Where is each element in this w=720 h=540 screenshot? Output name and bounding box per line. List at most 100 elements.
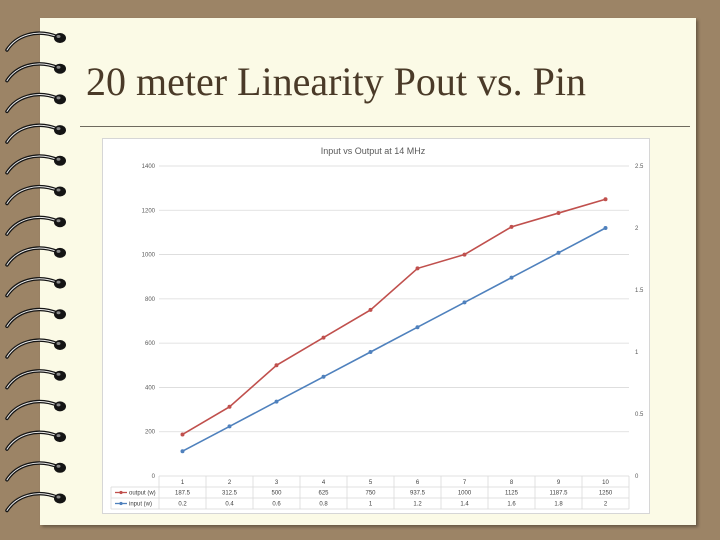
table-cell: 0.6 bbox=[272, 502, 281, 508]
binding-hole bbox=[54, 432, 66, 443]
binding-coil-highlight bbox=[6, 155, 59, 174]
left-axis-ticks: 0 200 400 600 800 1000 1200 1400 bbox=[142, 164, 156, 480]
data-point bbox=[368, 307, 373, 312]
series-lines bbox=[180, 197, 608, 454]
table-cell: 1 bbox=[369, 502, 373, 508]
x-tick-label: 9 bbox=[557, 480, 561, 486]
binding-hole-shine bbox=[56, 188, 61, 192]
y-right-tick-label: 0 bbox=[635, 474, 639, 480]
x-tick-label: 3 bbox=[275, 480, 279, 486]
binding-hole-shine bbox=[56, 157, 61, 161]
legend-label: output (w) bbox=[129, 491, 156, 497]
data-point bbox=[180, 432, 185, 437]
table-cell: 625 bbox=[318, 491, 329, 497]
data-point bbox=[603, 197, 608, 202]
data-point bbox=[227, 404, 232, 409]
binding-hole-shine bbox=[56, 403, 61, 407]
binding-coil-highlight bbox=[6, 32, 59, 51]
y-left-tick-label: 1200 bbox=[142, 208, 156, 214]
table-cell: 0.4 bbox=[225, 502, 234, 508]
table-cell: 0.8 bbox=[319, 502, 328, 508]
binding-hole-shine bbox=[56, 434, 61, 438]
data-point bbox=[274, 363, 279, 368]
binding-coil-highlight bbox=[6, 462, 59, 481]
table-cell: 1.2 bbox=[413, 502, 422, 508]
line-chart: Input vs Output at 14 MHz 0 200 400 600 800 1… bbox=[110, 146, 644, 510]
x-tick-label: 4 bbox=[322, 480, 326, 486]
data-point bbox=[415, 325, 420, 330]
data-point bbox=[556, 250, 561, 255]
binding-coil-highlight bbox=[6, 278, 59, 297]
binding-hole bbox=[54, 462, 66, 473]
binding-coil-highlight bbox=[6, 401, 59, 419]
binding-hole bbox=[54, 63, 66, 74]
legend-key-marker bbox=[119, 501, 123, 506]
table-cell: 937.5 bbox=[410, 491, 426, 497]
binding-hole bbox=[54, 401, 66, 412]
binding-hole bbox=[54, 370, 66, 381]
output-series-line bbox=[182, 198, 606, 436]
binding-hole-shine bbox=[56, 35, 61, 38]
binding-hole bbox=[54, 33, 66, 43]
data-point bbox=[603, 226, 608, 230]
binding-coil-highlight bbox=[6, 124, 59, 143]
binding-hole bbox=[54, 155, 66, 166]
legend-key-marker bbox=[119, 490, 123, 495]
table-cell: 187.5 bbox=[175, 491, 191, 497]
y-left-tick-label: 1400 bbox=[142, 164, 156, 170]
binding-hole bbox=[54, 94, 66, 105]
table-cell: 1187.5 bbox=[550, 491, 569, 497]
chart-frame: Input vs Output at 14 MHz 0 200 400 600 800 1… bbox=[102, 138, 650, 514]
y-left-tick-label: 400 bbox=[145, 385, 156, 391]
data-point bbox=[227, 424, 232, 429]
x-tick-label: 7 bbox=[463, 480, 467, 486]
y-right-tick-label: 2.5 bbox=[635, 164, 644, 170]
binding-hole-shine bbox=[56, 280, 61, 284]
y-right-tick-label: 1 bbox=[635, 350, 639, 356]
y-left-tick-label: 200 bbox=[145, 430, 156, 436]
binding-hole bbox=[54, 278, 66, 289]
slide-title: 20 meter Linearity Pout vs. Pin bbox=[86, 59, 586, 104]
binding-coil-highlight bbox=[6, 94, 59, 112]
table-cell: 1000 bbox=[458, 491, 472, 497]
y-left-tick-label: 1000 bbox=[142, 253, 156, 259]
binding-coil-highlight bbox=[6, 63, 59, 82]
binding-hole-shine bbox=[56, 495, 61, 499]
data-point bbox=[321, 335, 326, 340]
table-cell: 2 bbox=[604, 502, 608, 508]
binding-hole-shine bbox=[56, 311, 61, 315]
binding-hole bbox=[54, 309, 66, 320]
y-left-tick-label: 600 bbox=[145, 341, 156, 347]
table-cell: 1250 bbox=[599, 491, 613, 497]
right-axis-ticks: 0 0.5 1 1.5 2 2.5 bbox=[635, 164, 644, 480]
binding-coil-highlight bbox=[6, 309, 59, 327]
binding-hole bbox=[54, 186, 66, 197]
binding-hole-shine bbox=[56, 464, 61, 468]
data-point bbox=[509, 224, 514, 229]
y-left-tick-label: 0 bbox=[152, 474, 156, 480]
spiral-binding bbox=[5, 31, 66, 513]
binding-hole-shine bbox=[56, 372, 61, 376]
binding-hole-shine bbox=[56, 65, 61, 69]
table-cell: 500 bbox=[271, 491, 282, 497]
binding-hole bbox=[54, 217, 66, 228]
binding-coil-highlight bbox=[6, 370, 59, 389]
table-cell: 1.6 bbox=[507, 502, 516, 508]
legend-label: input (w) bbox=[129, 502, 152, 508]
binding-hole bbox=[54, 125, 66, 136]
data-point bbox=[274, 399, 279, 404]
table-cell: 1125 bbox=[505, 491, 519, 497]
table-cell: 312.5 bbox=[222, 491, 238, 497]
data-point bbox=[415, 266, 420, 271]
binding-coil-highlight bbox=[6, 247, 59, 266]
x-tick-label: 6 bbox=[416, 480, 420, 486]
data-point bbox=[180, 449, 185, 454]
data-point bbox=[462, 300, 467, 305]
input-series-line bbox=[182, 227, 606, 452]
y-right-tick-label: 2 bbox=[635, 226, 639, 232]
binding-coil-highlight bbox=[6, 431, 59, 450]
data-point bbox=[509, 275, 514, 280]
binding-hole bbox=[54, 340, 66, 350]
binding-hole-shine bbox=[56, 219, 61, 223]
chart-title: Input vs Output at 14 MHz bbox=[321, 146, 426, 156]
